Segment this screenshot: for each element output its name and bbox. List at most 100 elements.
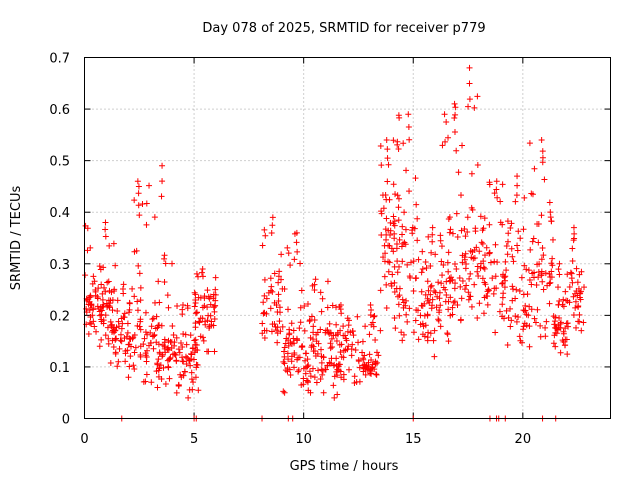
data-point xyxy=(143,371,150,378)
data-point xyxy=(541,176,548,183)
data-point xyxy=(393,245,400,252)
data-point xyxy=(410,329,417,336)
data-point xyxy=(131,248,138,255)
data-point xyxy=(333,337,340,344)
data-point xyxy=(126,363,133,370)
data-point xyxy=(391,314,398,321)
data-point xyxy=(183,360,190,367)
data-point xyxy=(366,370,373,377)
data-point xyxy=(161,279,168,286)
data-point xyxy=(294,356,301,363)
data-point xyxy=(501,284,508,291)
data-point xyxy=(318,366,325,373)
data-point xyxy=(373,349,380,356)
data-point xyxy=(383,304,390,311)
data-point xyxy=(318,359,325,366)
data-point xyxy=(164,292,171,299)
data-point xyxy=(419,331,426,338)
data-point xyxy=(546,270,553,277)
data-point xyxy=(497,219,504,226)
data-point xyxy=(303,377,310,384)
data-point xyxy=(486,181,493,188)
data-point xyxy=(399,296,406,303)
data-point xyxy=(452,111,459,118)
data-point xyxy=(149,333,156,340)
chart-title: Day 078 of 2025, SRMTID for receiver p77… xyxy=(202,21,485,36)
data-point xyxy=(577,296,584,303)
data-point xyxy=(509,283,516,290)
data-point xyxy=(468,254,475,261)
data-point xyxy=(400,331,407,338)
data-point xyxy=(92,288,99,295)
data-point xyxy=(318,353,325,360)
data-point xyxy=(383,231,390,238)
data-point xyxy=(392,191,399,198)
data-point xyxy=(578,327,585,334)
data-point xyxy=(396,236,403,243)
data-point xyxy=(105,335,112,342)
data-point xyxy=(505,230,512,237)
data-point xyxy=(281,360,288,367)
data-point xyxy=(337,349,344,356)
data-point xyxy=(424,337,431,344)
y-tick-label: 0.2 xyxy=(49,309,70,324)
data-point xyxy=(403,311,410,318)
data-point xyxy=(492,241,499,248)
data-point xyxy=(274,339,281,346)
data-point xyxy=(570,224,577,231)
data-point xyxy=(414,237,421,244)
data-point xyxy=(556,271,563,278)
data-point xyxy=(458,227,465,234)
data-point xyxy=(318,346,325,353)
data-point xyxy=(400,140,407,147)
data-point xyxy=(391,288,398,295)
data-point xyxy=(399,337,406,344)
data-point xyxy=(439,142,446,149)
data-point xyxy=(548,218,555,225)
data-point xyxy=(305,362,312,369)
data-point xyxy=(395,204,402,211)
data-point xyxy=(453,265,460,272)
data-point xyxy=(120,290,127,297)
data-point xyxy=(116,345,123,352)
data-point xyxy=(287,371,294,378)
data-point xyxy=(345,317,352,324)
data-point xyxy=(110,327,117,334)
data-point xyxy=(412,175,419,182)
data-points xyxy=(82,64,588,422)
data-point xyxy=(390,213,397,220)
data-point xyxy=(261,276,268,283)
data-point xyxy=(445,249,452,256)
data-point xyxy=(435,279,442,286)
data-point xyxy=(491,190,498,197)
data-point xyxy=(155,373,162,380)
data-point xyxy=(345,343,352,350)
data-point xyxy=(556,314,563,321)
y-tick-label: 0.4 xyxy=(49,206,70,221)
data-point xyxy=(360,355,367,362)
data-point xyxy=(398,329,405,336)
data-point xyxy=(132,344,139,351)
data-point xyxy=(287,262,294,269)
data-point xyxy=(181,368,188,375)
data-point xyxy=(164,357,171,364)
data-point xyxy=(437,237,444,244)
data-point xyxy=(334,372,341,379)
data-point xyxy=(180,358,187,365)
data-point xyxy=(556,297,563,304)
x-tick-label: 15 xyxy=(405,432,422,447)
data-point xyxy=(313,379,320,386)
data-point xyxy=(515,313,522,320)
data-point xyxy=(422,322,429,329)
data-point xyxy=(281,389,288,396)
data-point xyxy=(267,305,274,312)
data-point xyxy=(534,306,541,313)
data-point xyxy=(354,313,361,320)
data-point xyxy=(522,307,529,314)
data-point xyxy=(432,251,439,258)
data-point xyxy=(333,368,340,375)
data-point xyxy=(552,343,559,350)
data-point xyxy=(445,216,452,223)
data-point xyxy=(191,289,198,296)
data-point xyxy=(427,291,434,298)
